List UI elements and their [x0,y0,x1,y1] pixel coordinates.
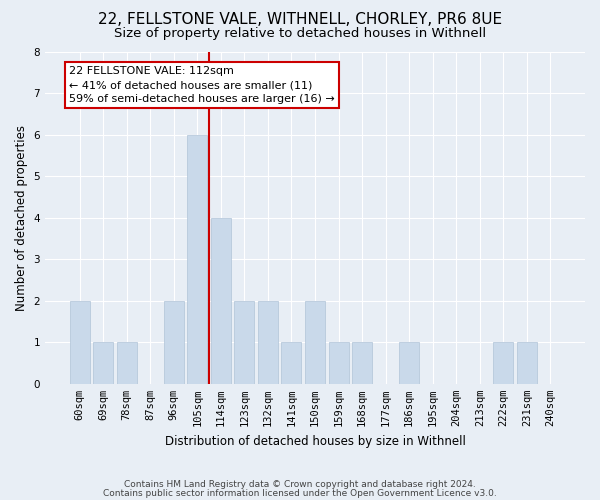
Bar [187,134,208,384]
Bar [493,342,514,384]
Bar [116,342,137,384]
Bar [211,218,231,384]
Bar [305,300,325,384]
Bar [329,342,349,384]
Bar [164,300,184,384]
Text: Contains HM Land Registry data © Crown copyright and database right 2024.: Contains HM Land Registry data © Crown c… [124,480,476,489]
Bar [399,342,419,384]
Text: Size of property relative to detached houses in Withnell: Size of property relative to detached ho… [114,28,486,40]
Text: 22 FELLSTONE VALE: 112sqm
← 41% of detached houses are smaller (11)
59% of semi-: 22 FELLSTONE VALE: 112sqm ← 41% of detac… [69,66,335,104]
Text: Contains public sector information licensed under the Open Government Licence v3: Contains public sector information licen… [103,489,497,498]
Bar [258,300,278,384]
Bar [281,342,301,384]
X-axis label: Distribution of detached houses by size in Withnell: Distribution of detached houses by size … [164,434,466,448]
Y-axis label: Number of detached properties: Number of detached properties [15,124,28,310]
Text: 22, FELLSTONE VALE, WITHNELL, CHORLEY, PR6 8UE: 22, FELLSTONE VALE, WITHNELL, CHORLEY, P… [98,12,502,28]
Bar [352,342,372,384]
Bar [235,300,254,384]
Bar [70,300,89,384]
Bar [517,342,537,384]
Bar [93,342,113,384]
